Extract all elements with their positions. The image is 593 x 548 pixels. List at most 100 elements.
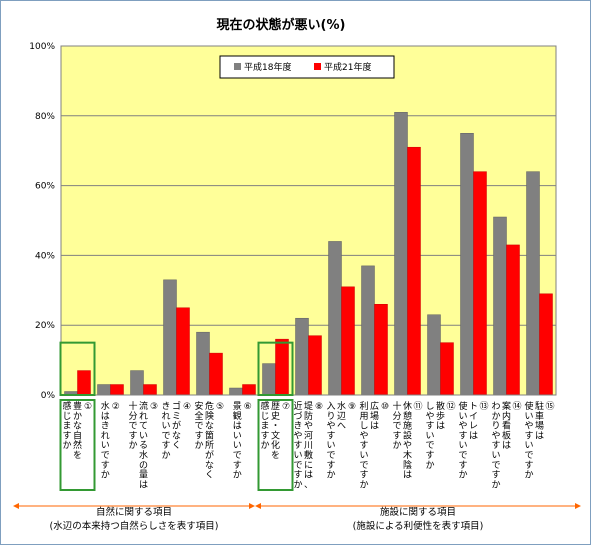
- category-label: きれいですか: [161, 401, 170, 461]
- bar: [308, 335, 322, 396]
- category-label: 入りやすいですか: [326, 401, 335, 481]
- category-label: ⑥: [244, 402, 252, 412]
- category-label: ⑬: [479, 401, 488, 412]
- category-label: しやすいですか: [425, 401, 434, 471]
- bar: [407, 146, 421, 396]
- category-label: ⑭: [512, 401, 521, 412]
- legend-label: 平成21年度: [324, 61, 371, 73]
- category-label: 水はきれいですか: [101, 400, 110, 481]
- category-label: 流れている水の量は: [139, 400, 148, 490]
- y-tick-label: 60%: [35, 182, 55, 192]
- category-label: 歴史・文化を: [271, 401, 280, 461]
- category-label: 利用しやすいですか: [359, 400, 368, 490]
- bar: [163, 279, 177, 396]
- highlight-box: [257, 399, 294, 491]
- category-label: ⑧: [315, 402, 323, 412]
- legend-label: 平成18年度: [244, 61, 291, 73]
- bar: [427, 314, 441, 396]
- bar: [526, 171, 540, 396]
- category-label: ⑨: [348, 402, 356, 412]
- category-label: ゴミがなく: [172, 400, 181, 451]
- category-label: 豊かな自然を: [73, 400, 82, 461]
- category-label: 休憩施設や木陰は: [403, 400, 412, 481]
- y-tick-label: 80%: [35, 112, 55, 122]
- category-label: 広場は: [370, 400, 379, 432]
- category-label: ②: [112, 402, 120, 412]
- bar: [209, 352, 223, 396]
- bar: [341, 286, 355, 396]
- arrow-head: [249, 503, 255, 509]
- group-sublabel: (施設による利便性を表す項目): [353, 520, 484, 532]
- category-label: 近づきやすいですか: [293, 400, 302, 490]
- arrow-head: [13, 503, 19, 509]
- category-label: ⑪: [413, 401, 422, 412]
- plot-area: 0%20%40%60%80%100%①豊かな自然を感じますか②水はきれいですか③…: [13, 42, 581, 532]
- category-label: ⑫: [446, 401, 455, 412]
- bar: [493, 216, 507, 396]
- category-label: ③: [150, 402, 158, 412]
- y-tick-label: 40%: [35, 251, 55, 261]
- y-tick-label: 20%: [35, 321, 55, 331]
- y-tick-label: 0%: [41, 391, 56, 401]
- legend-box: [219, 55, 395, 79]
- legend: 平成18年度 平成21年度: [219, 55, 395, 79]
- category-label: 危険な箇所がなく: [205, 400, 214, 481]
- highlight-box: [59, 341, 96, 396]
- bar: [130, 370, 144, 396]
- arrow-head: [575, 503, 581, 509]
- group-label: 施設に関する項目: [380, 506, 456, 518]
- category-label: ⑮: [545, 401, 554, 412]
- bar: [196, 331, 210, 396]
- bar: [143, 384, 157, 396]
- category-label: 感じますか: [62, 400, 71, 451]
- category-label: トイレは: [469, 402, 478, 441]
- arrow-head: [255, 503, 261, 509]
- category-label: ①: [84, 402, 92, 412]
- bar: [110, 384, 124, 396]
- category-label: 十分ですか: [128, 400, 137, 451]
- bar: [440, 342, 454, 396]
- bar: [176, 307, 190, 396]
- legend-swatch: [314, 63, 321, 70]
- bar: [460, 133, 474, 396]
- highlight-box: [257, 341, 294, 396]
- bar: [229, 387, 243, 396]
- bar: [506, 244, 520, 396]
- group-sublabel: (水辺の本来持つ自然らしさを表す項目): [50, 520, 219, 532]
- category-label: 駐車場は: [535, 400, 544, 441]
- bar: [539, 293, 553, 396]
- category-label: 使いやすいですか: [458, 400, 467, 481]
- category-label: 景観はいいですか: [233, 401, 242, 481]
- category-label: 安全ですか: [194, 400, 203, 451]
- bar: [361, 265, 375, 396]
- category-label: ⑤: [216, 402, 224, 412]
- highlight-box: [59, 399, 96, 491]
- chart-title: 現在の状態が悪い(%): [217, 17, 346, 33]
- category-label: 使いやすいですか: [524, 400, 533, 481]
- bar: [275, 338, 289, 396]
- group-label: 自然に関する項目: [96, 506, 172, 518]
- bar: [97, 384, 111, 396]
- category-label: わかりやすいですか: [491, 401, 500, 490]
- category-label: ④: [183, 402, 191, 412]
- y-tick-label: 100%: [29, 42, 55, 52]
- bar: [473, 171, 487, 396]
- category-label: 堤防や河川敷には、: [304, 401, 313, 490]
- category-label: 散歩は: [436, 400, 445, 432]
- category-label: 案内看板は: [502, 400, 511, 451]
- bar: [262, 363, 276, 396]
- legend-swatch: [234, 63, 241, 70]
- category-label: 水辺へ: [337, 400, 346, 432]
- bar: [374, 304, 388, 396]
- category-label: ⑦: [282, 402, 290, 412]
- bar: [77, 370, 91, 396]
- bar: [295, 317, 309, 396]
- bar: [394, 112, 408, 396]
- category-label: 感じますか: [260, 400, 269, 451]
- category-label: ⑩: [381, 402, 389, 412]
- bar: [242, 384, 256, 396]
- category-label: 十分ですか: [392, 400, 401, 451]
- bar: [328, 241, 342, 396]
